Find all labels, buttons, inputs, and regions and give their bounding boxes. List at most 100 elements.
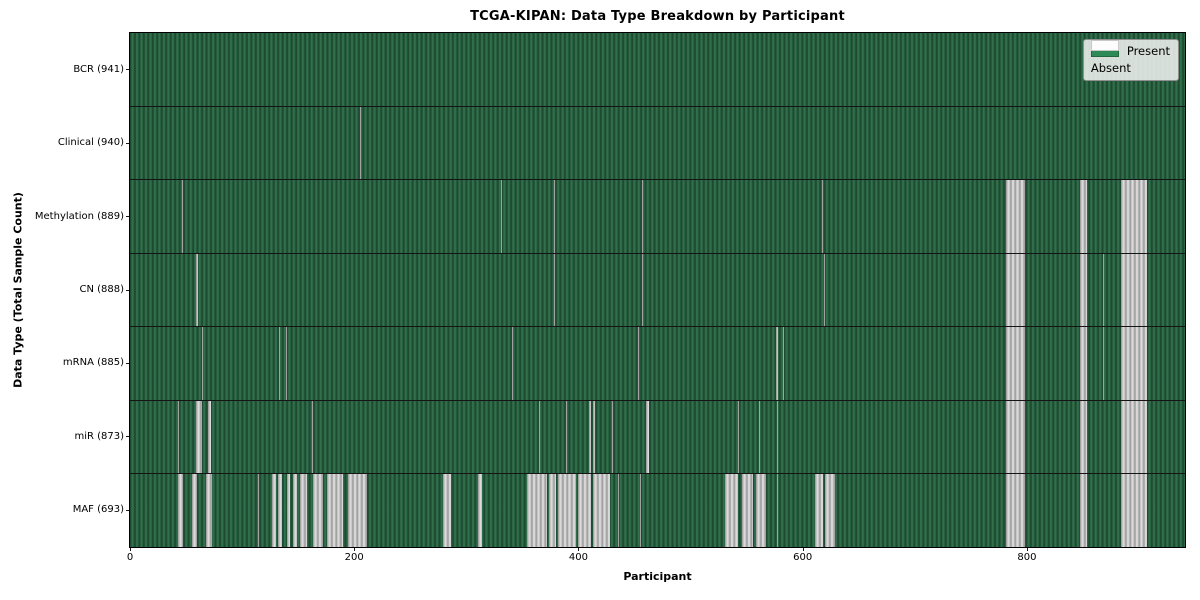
absent-stripe [279, 326, 281, 401]
absent-stripe [782, 326, 784, 401]
y-tick-mark [126, 69, 130, 71]
legend: Present Absent [1082, 39, 1179, 81]
absent-stripe [1005, 179, 1025, 254]
absent-stripe [742, 473, 754, 547]
row-separator [130, 252, 1185, 254]
absent-stripe [1079, 253, 1088, 327]
absent-stripe [566, 400, 568, 474]
absent-stripe [347, 473, 367, 547]
absent-stripe [208, 400, 211, 474]
absent-stripe [286, 473, 291, 547]
absent-stripe [257, 473, 259, 547]
y-tick-mark [126, 216, 130, 218]
heatmap-row-maf [130, 473, 1185, 547]
legend-label-present: Present [1126, 44, 1170, 58]
x-tick-mark [130, 547, 131, 551]
absent-stripe [755, 473, 766, 547]
absent-stripe [1005, 253, 1025, 327]
absent-stripe [178, 400, 180, 474]
legend-item-absent: Absent [1090, 40, 1170, 75]
heatmap-row-clinical [130, 106, 1185, 180]
row-label-clinical: Clinical (940) [57, 137, 124, 149]
absent-stripe [558, 473, 577, 547]
row-separator [130, 399, 1185, 401]
y-tick-mark [126, 436, 130, 438]
absent-stripe [1121, 179, 1147, 254]
absent-stripe [1121, 253, 1147, 327]
x-tick-mark [802, 547, 804, 551]
absent-stripe [645, 400, 650, 474]
absent-stripe [501, 179, 503, 254]
absent-stripe [1079, 179, 1088, 254]
absent-stripe [815, 473, 823, 547]
y-tick-mark [126, 509, 130, 511]
row-separator [130, 105, 1185, 107]
row-label-cn: CN (888) [79, 284, 124, 295]
absent-stripe [1121, 326, 1147, 401]
absent-stripe [593, 400, 596, 474]
absent-stripe [1005, 326, 1025, 401]
absent-stripe [539, 400, 541, 474]
absent-stripe [277, 473, 283, 547]
row-label-methylation: Methylation (889) [34, 210, 124, 222]
absent-stripe [292, 473, 298, 547]
absent-stripe [1103, 253, 1105, 327]
absent-stripe [612, 400, 614, 474]
row-label-mrna: mRNA (885) [62, 357, 124, 369]
absent-stripe [737, 400, 739, 474]
absent-stripe [825, 473, 836, 547]
y-tick-mark [126, 289, 130, 291]
absent-stripe [1103, 326, 1105, 401]
absent-stripe [1005, 473, 1025, 547]
legend-label-absent: Absent [1090, 61, 1131, 75]
absent-swatch-icon [1090, 40, 1119, 51]
x-tick-mark [1026, 547, 1028, 551]
row-label-mir: miR (873) [74, 430, 124, 442]
absent-stripe [196, 400, 202, 474]
absent-stripe [553, 253, 555, 327]
absent-stripe [272, 473, 276, 547]
plot-area: Present Absent [129, 32, 1186, 548]
heatmap-row-mir [130, 400, 1185, 474]
absent-stripe [823, 253, 826, 327]
row-label-bcr: BCR (941) [73, 63, 124, 75]
absent-stripe [178, 473, 183, 547]
absent-stripe [776, 473, 778, 547]
heatmap-row-methylation [130, 179, 1185, 254]
absent-stripe [578, 473, 591, 547]
absent-stripe [637, 326, 639, 401]
x-tick-label: 200 [344, 552, 364, 563]
absent-stripe [196, 253, 199, 327]
absent-stripe [758, 400, 761, 474]
absent-stripe [312, 473, 323, 547]
absent-stripe [1005, 400, 1025, 474]
y-tick-mark [126, 362, 130, 364]
absent-stripe [1079, 326, 1088, 401]
absent-stripe [553, 179, 555, 254]
absent-stripe [181, 179, 183, 254]
absent-stripe [775, 326, 778, 401]
x-tick-label: 0 [126, 552, 134, 563]
absent-stripe [588, 400, 591, 474]
absent-stripe [512, 326, 514, 401]
absent-stripe [1079, 400, 1088, 474]
absent-stripe [477, 473, 483, 547]
absent-stripe [285, 326, 287, 401]
absent-stripe [640, 473, 642, 547]
x-tick-label: 600 [793, 552, 813, 563]
row-label-maf: MAF (693) [72, 504, 124, 516]
row-separator [130, 473, 1185, 475]
absent-stripe [327, 473, 343, 547]
y-tick-mark [126, 142, 130, 144]
absent-stripe [359, 106, 361, 180]
absent-stripe [821, 179, 823, 254]
heatmap-row-cn [130, 253, 1185, 327]
absent-stripe [593, 473, 610, 547]
row-separator [130, 326, 1185, 328]
x-tick-mark [354, 547, 356, 551]
heatmap-row-mrna [130, 326, 1185, 401]
absent-stripe [191, 473, 198, 547]
absent-stripe [201, 326, 203, 401]
absent-stripe [617, 473, 619, 547]
